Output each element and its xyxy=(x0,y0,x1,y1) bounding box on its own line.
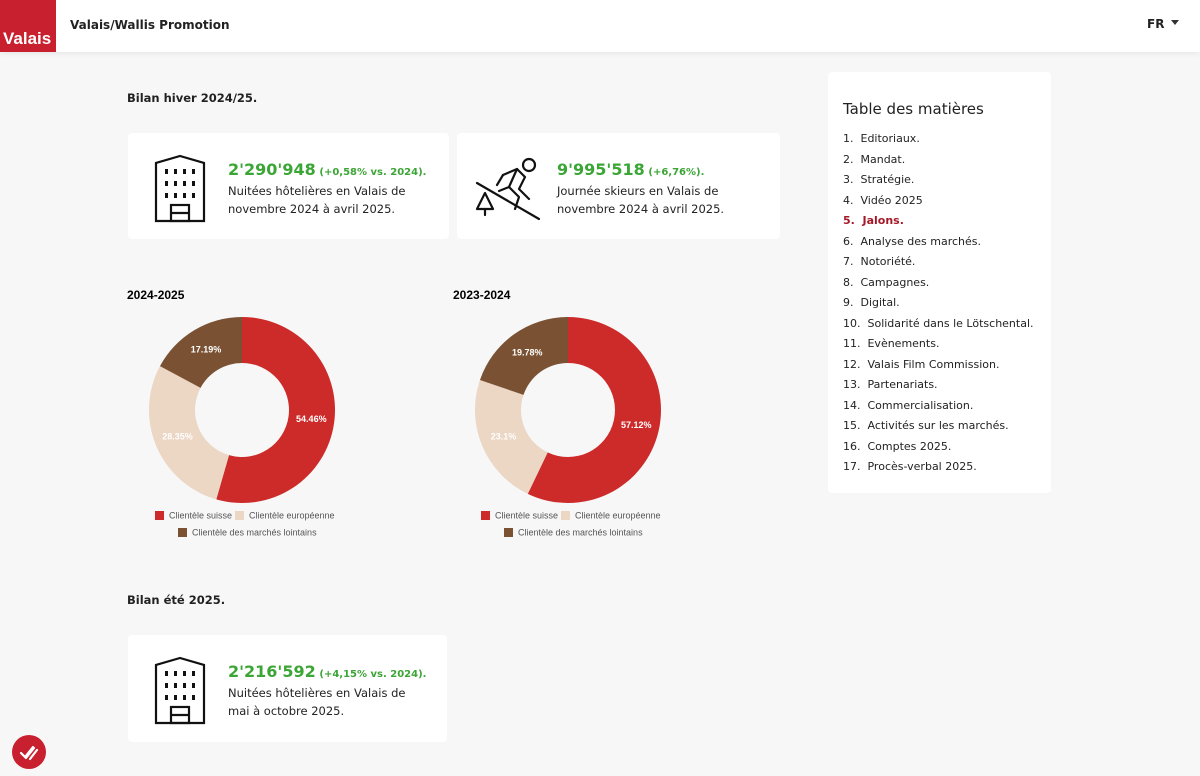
toc-item[interactable]: 2. Mandat. xyxy=(843,152,906,166)
hotel-icon xyxy=(154,656,206,725)
toc-item[interactable]: 1. Editoriaux. xyxy=(843,132,920,145)
stat-value: 2'216'592 xyxy=(228,662,316,681)
toc-item[interactable]: 8. Campagnes. xyxy=(843,275,930,289)
donut-chart: 2023-2024 57.12% 23.1% 19.78% Clientèle suis… xyxy=(453,288,661,537)
legend-swatch xyxy=(504,528,513,537)
table-of-contents: Table des matières 1. Editoriaux. 2. Mand… xyxy=(828,72,1051,493)
toc-item[interactable]: 10. Solidarité dans le Lötschental. xyxy=(843,316,1034,330)
data-label: 19.78% xyxy=(512,347,543,357)
logo[interactable]: Valais xyxy=(0,0,56,52)
legend-swatch xyxy=(235,511,244,520)
section-title: Bilan été 2025. xyxy=(127,593,226,607)
toc-item[interactable]: 16. Comptes 2025. xyxy=(843,439,952,453)
legend-label: Clientèle des marchés lointains xyxy=(192,527,317,537)
skier-icon xyxy=(475,157,541,221)
legend-label: Clientèle des marchés lointains xyxy=(518,527,643,537)
hotel-icon xyxy=(154,154,206,223)
stat-description: Nuitées hôtelières en Valais de mai à oc… xyxy=(228,686,406,718)
donut-slice xyxy=(159,317,242,388)
badge-icon xyxy=(19,745,39,761)
legend-label: Clientèle européenne xyxy=(575,510,661,520)
stat-change: (+0,58% vs. 2024). xyxy=(319,167,427,178)
legend-swatch xyxy=(481,511,490,520)
chart-title: 2024-2025 xyxy=(127,288,185,302)
legend-label: Clientèle européenne xyxy=(249,510,335,520)
toc-item[interactable]: 9. Digital. xyxy=(843,296,900,309)
data-label: 57.12% xyxy=(621,420,652,430)
legend-swatch xyxy=(561,511,570,520)
data-label: 28.35% xyxy=(162,432,193,442)
data-label: 23.1% xyxy=(491,431,517,441)
stat-card: 2'290'948 (+0,58% vs. 2024). Nuitées hôte… xyxy=(128,133,449,239)
legend-swatch xyxy=(178,528,187,537)
stat-description: Nuitées hôtelières en Valais de novembre… xyxy=(228,184,406,216)
chart-title: 2023-2024 xyxy=(453,288,511,302)
toc-item[interactable]: 7. Notoriété. xyxy=(843,255,916,268)
stat: 2'216'592 (+4,15% vs. 2024). Nuitées hôte… xyxy=(228,663,428,720)
language-selector[interactable]: FR xyxy=(1147,17,1179,31)
toc-item[interactable]: 6. Analyse des marchés. xyxy=(843,234,982,248)
donut-chart: 2024-2025 54.46% 28.35% 17.19% Clientèle sui… xyxy=(127,288,336,537)
legend-label: Clientèle suisse xyxy=(495,510,558,520)
stat-description: Journée skieurs en Valais de novembre 20… xyxy=(557,184,725,216)
toc-list: 1. Editoriaux. 2. Mandat. 3. Stratégie. 4. … xyxy=(843,132,1034,481)
logo-text: Valais xyxy=(3,29,52,48)
legend-label: Clientèle suisse xyxy=(169,510,232,520)
donut-slice xyxy=(216,317,336,503)
stat: 2'290'948 (+0,58% vs. 2024). Nuitées hôte… xyxy=(228,161,428,218)
donut-slice xyxy=(149,366,230,500)
donut-slice xyxy=(479,317,568,395)
toc-item[interactable]: 11. Evènements. xyxy=(843,337,940,350)
stat-change: (+4,15% vs. 2024). xyxy=(319,669,427,680)
stat-card: 2'216'592 (+4,15% vs. 2024). Nuitées hôte… xyxy=(128,635,447,742)
toc-item[interactable]: 17. Procès-verbal 2025. xyxy=(843,460,977,473)
site-title[interactable]: Valais/Wallis Promotion xyxy=(70,18,230,32)
legend-swatch xyxy=(155,511,164,520)
stat-value: 2'290'948 xyxy=(228,160,316,179)
toc-item[interactable]: 5. Jalons. xyxy=(843,214,904,227)
stat-card: 9'995'518 (+6,76%). Journée skieurs en Va… xyxy=(457,133,780,239)
data-label: 17.19% xyxy=(191,344,222,354)
toc-item[interactable]: 15. Activités sur les marchés. xyxy=(843,419,1009,432)
toc-item[interactable]: 12. Valais Film Commission. xyxy=(843,357,1000,371)
header: Valais Valais/Wallis Promotion FR xyxy=(0,0,1200,52)
section-title: Bilan hiver 2024/25. xyxy=(127,91,258,105)
donut-slice xyxy=(527,317,661,503)
stat-value: 9'995'518 xyxy=(557,160,645,179)
toc-item[interactable]: 13. Partenariats. xyxy=(843,378,938,391)
toc-item[interactable]: 3. Stratégie. xyxy=(843,173,915,186)
toc-item[interactable]: 4. Vidéo 2025 xyxy=(843,193,923,207)
accessibility-badge[interactable] xyxy=(12,735,46,769)
stat-change: (+6,76%). xyxy=(648,167,705,178)
toc-item[interactable]: 14. Commercialisation. xyxy=(843,398,974,412)
donut-slice xyxy=(475,380,548,494)
toc-title: Table des matières xyxy=(843,100,984,118)
stat: 9'995'518 (+6,76%). Journée skieurs en Va… xyxy=(557,161,757,218)
data-label: 54.46% xyxy=(296,414,327,424)
